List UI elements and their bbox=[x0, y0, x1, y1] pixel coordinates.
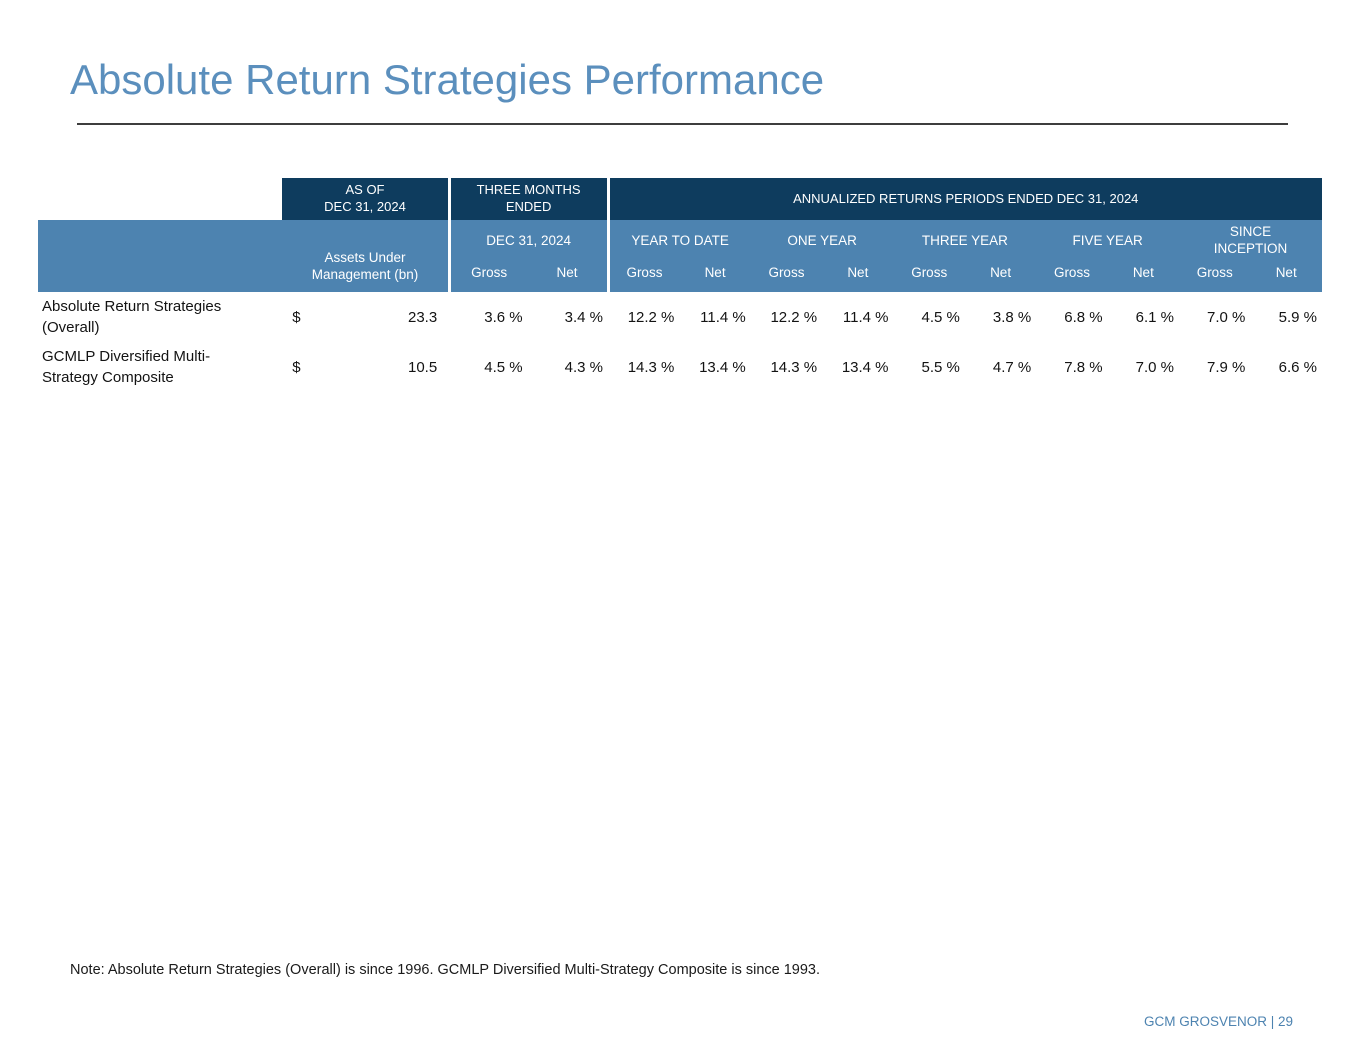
header-three-year: THREE YEAR bbox=[893, 220, 1037, 262]
col-header-gross: Gross bbox=[1036, 262, 1108, 292]
cell-value: 6.1 % bbox=[1107, 292, 1180, 342]
header-annualized-returns: ANNUALIZED RETURNS PERIODS ENDED DEC 31,… bbox=[606, 178, 1322, 220]
footer-brand-page-number: GCM GROSVENOR | 29 bbox=[1143, 1014, 1293, 1029]
cell-value: 5.9 % bbox=[1250, 292, 1322, 342]
cell-value: 12.2 % bbox=[750, 292, 823, 342]
cell-value: 11.4 % bbox=[679, 292, 751, 342]
header-year-to-date: YEAR TO DATE bbox=[606, 220, 751, 262]
cell-value: 3.6 % bbox=[449, 292, 528, 342]
header-one-year: ONE YEAR bbox=[750, 220, 894, 262]
header-three-months-ended: THREE MONTHS ENDED bbox=[447, 178, 609, 220]
cell-aum: 23.3 bbox=[308, 292, 450, 342]
cell-value: 11.4 % bbox=[822, 292, 894, 342]
col-header-net: Net bbox=[1250, 262, 1322, 292]
header-as-of: AS OF DEC 31, 2024 bbox=[282, 178, 450, 220]
cell-value: 5.5 % bbox=[893, 342, 965, 392]
header-row-top: AS OF DEC 31, 2024 THREE MONTHS ENDED AN… bbox=[38, 178, 1322, 220]
currency-sign: $ bbox=[282, 292, 309, 342]
cell-value: 7.0 % bbox=[1179, 292, 1251, 342]
table-row: GCMLP Diversified Multi-Strategy Composi… bbox=[38, 342, 1322, 392]
header-spacer bbox=[38, 178, 282, 220]
col-header-net: Net bbox=[527, 262, 609, 292]
col-header-gross: Gross bbox=[606, 262, 680, 292]
col-header-net: Net bbox=[1107, 262, 1180, 292]
header-row-label-blank bbox=[38, 220, 283, 292]
cell-value: 12.2 % bbox=[608, 292, 680, 342]
cell-value: 4.5 % bbox=[449, 342, 528, 392]
cell-value: 4.7 % bbox=[964, 342, 1037, 392]
cell-value: 14.3 % bbox=[750, 342, 823, 392]
header-row-gross-net: Gross Net Gross Net Gross Net Gross Net … bbox=[38, 262, 1322, 292]
performance-table: AS OF DEC 31, 2024 THREE MONTHS ENDED AN… bbox=[38, 178, 1322, 392]
header-five-year: FIVE YEAR bbox=[1036, 220, 1180, 262]
col-header-gross: Gross bbox=[1179, 262, 1251, 292]
cell-value: 6.8 % bbox=[1036, 292, 1108, 342]
cell-value: 13.4 % bbox=[822, 342, 894, 392]
col-header-net: Net bbox=[822, 262, 894, 292]
cell-value: 3.8 % bbox=[964, 292, 1037, 342]
header-row-periods: Assets Under Management (bn) DEC 31, 202… bbox=[38, 220, 1322, 292]
header-assets-under-management: Assets Under Management (bn) bbox=[282, 220, 450, 292]
footnote-text: Note: Absolute Return Strategies (Overal… bbox=[70, 962, 821, 978]
page-title: Absolute Return Strategies Performance bbox=[70, 56, 825, 103]
col-header-gross: Gross bbox=[447, 262, 528, 292]
col-header-net: Net bbox=[964, 262, 1037, 292]
col-header-net: Net bbox=[679, 262, 751, 292]
cell-value: 4.5 % bbox=[893, 292, 965, 342]
cell-value: 13.4 % bbox=[679, 342, 751, 392]
header-since-inception: SINCE INCEPTION bbox=[1179, 220, 1322, 262]
cell-value: 7.0 % bbox=[1107, 342, 1180, 392]
cell-value: 7.9 % bbox=[1179, 342, 1251, 392]
cell-value: 4.3 % bbox=[527, 342, 609, 392]
cell-value: 14.3 % bbox=[608, 342, 680, 392]
title-divider bbox=[77, 123, 1288, 125]
cell-aum: 10.5 bbox=[308, 342, 450, 392]
cell-value: 7.8 % bbox=[1036, 342, 1108, 392]
table-row: Absolute Return Strategies (Overall) $ 2… bbox=[38, 292, 1322, 342]
cell-value: 3.4 % bbox=[527, 292, 609, 342]
col-header-gross: Gross bbox=[750, 262, 823, 292]
row-label: GCMLP Diversified Multi-Strategy Composi… bbox=[38, 342, 283, 392]
header-dec-31-2024: DEC 31, 2024 bbox=[447, 220, 609, 262]
col-header-gross: Gross bbox=[893, 262, 965, 292]
currency-sign: $ bbox=[282, 342, 309, 392]
cell-value: 6.6 % bbox=[1250, 342, 1322, 392]
row-label: Absolute Return Strategies (Overall) bbox=[38, 292, 283, 342]
